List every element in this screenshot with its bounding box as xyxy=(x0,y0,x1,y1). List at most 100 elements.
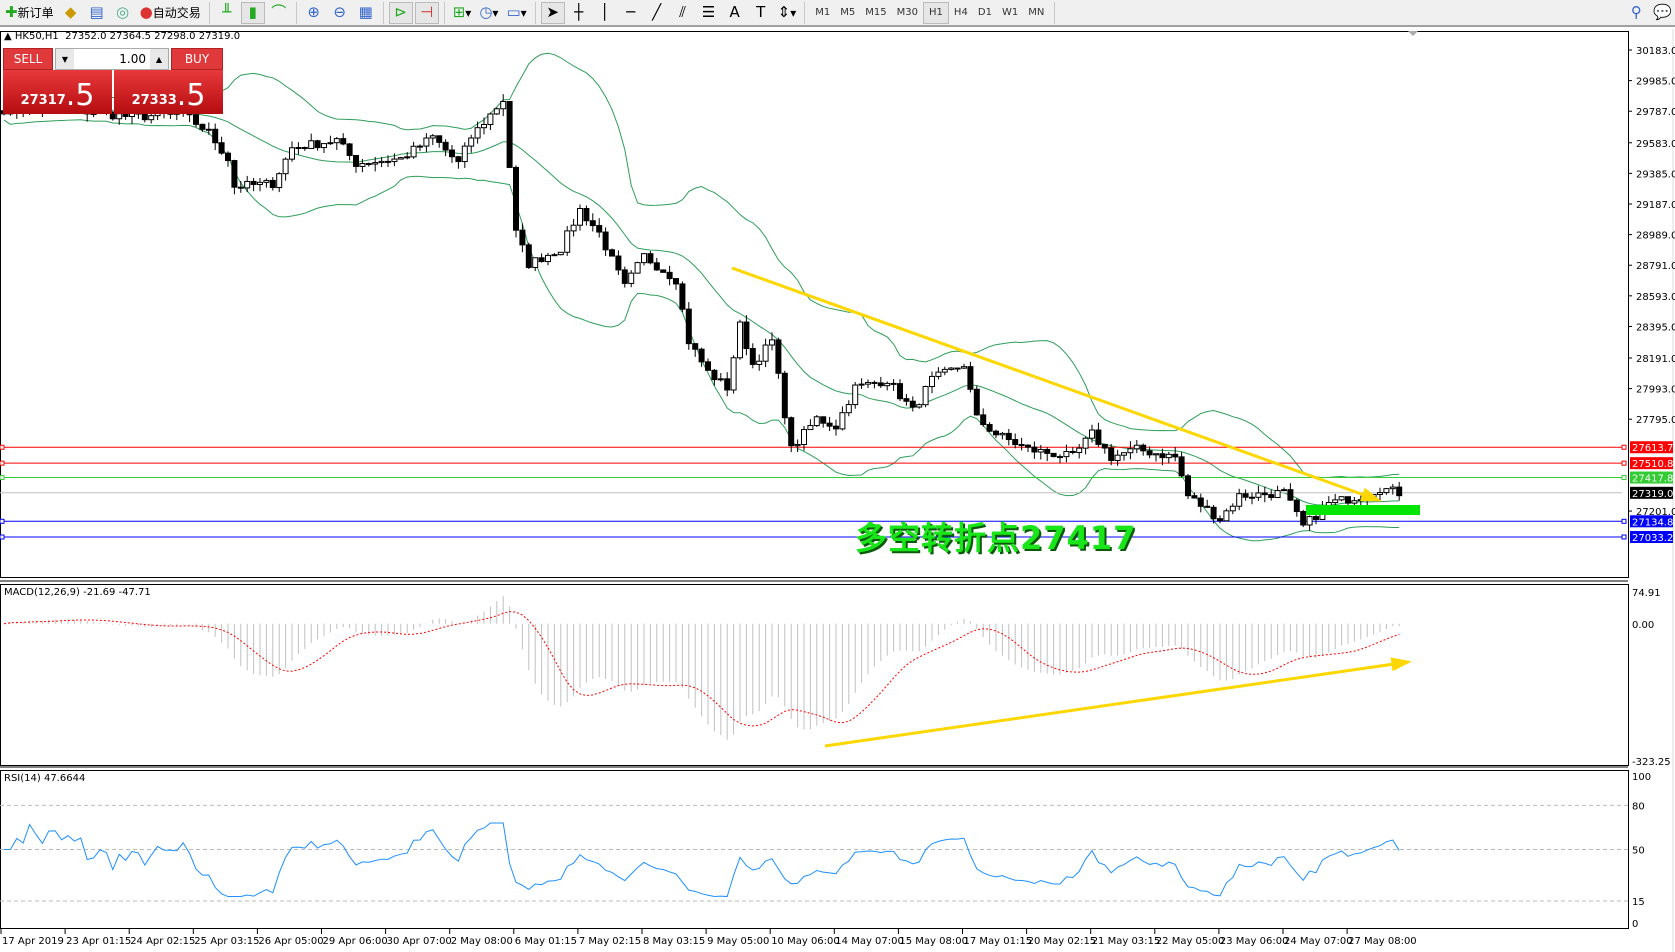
candle-body xyxy=(749,348,756,365)
arrows-button[interactable]: ⇕ ▾ xyxy=(777,3,797,21)
timeframe-m15[interactable]: M15 xyxy=(865,7,887,18)
candle-body xyxy=(858,383,865,386)
line-chart-button[interactable]: ⌒ xyxy=(267,2,291,24)
macd-axis-label: 74.91 xyxy=(1632,588,1661,599)
candle-body xyxy=(1005,432,1012,441)
timeframe-h1[interactable]: H1 xyxy=(922,1,949,24)
candle-body xyxy=(993,430,999,436)
timeframe-m1[interactable]: M1 xyxy=(815,7,831,18)
chat-button[interactable]: 💬 xyxy=(1650,2,1675,24)
chart-area[interactable]: 30183.0 29985.0 29787.0 29583.0 29385.0 29187… xyxy=(0,29,1675,952)
candle-body xyxy=(1050,452,1057,458)
candle-body xyxy=(231,160,238,188)
sell-price-button[interactable]: 27317.5 xyxy=(3,70,112,114)
candle-body xyxy=(1396,486,1403,497)
candle-body xyxy=(346,143,353,156)
candle-body xyxy=(109,111,116,120)
channel-icon: ⫽ xyxy=(679,3,686,21)
price-tick-label: 29187.0 xyxy=(1636,200,1675,211)
time-tick-label: 14 May 07:00 xyxy=(835,936,904,947)
text-label-button[interactable]: T xyxy=(749,2,773,24)
candle-body xyxy=(954,367,961,370)
timeframe-w1[interactable]: W1 xyxy=(1001,7,1019,18)
rsi-axis-label: 15 xyxy=(1632,897,1645,908)
crosshair-button[interactable]: ┼ xyxy=(567,2,591,24)
zoom-in-button[interactable]: ⊕ xyxy=(302,2,326,24)
tile-windows-button[interactable]: ▦ xyxy=(354,2,378,24)
cursor-button[interactable]: ➤ xyxy=(540,1,565,24)
tile-icon: ▦ xyxy=(358,3,373,21)
candle-body xyxy=(314,140,321,149)
chart-shift-button[interactable]: ⊣ xyxy=(414,1,439,24)
lot-increase-button[interactable]: ▲ xyxy=(150,49,168,69)
indicators-button[interactable]: ⊞ ▾ xyxy=(452,3,472,21)
candle-body xyxy=(199,123,206,130)
macd-axis-label: -323.25 xyxy=(1632,757,1671,768)
timeframe-m30[interactable]: M30 xyxy=(896,7,918,18)
auto-trading-button[interactable]: ● 自动交易 xyxy=(137,2,204,24)
lot-value[interactable]: 1.00 xyxy=(119,52,146,66)
candle-body xyxy=(506,101,513,168)
toolbar: ✚ 新订单 ◆ ▤ ◎ ● 自动交易 ╨ ▮ ⌒ ⊕ ⊖ ▦ ⊳ ⊣ ⊞ ▾ ◷ ▾ ▭… xyxy=(0,0,1675,27)
bar-chart-icon: ╨ xyxy=(222,3,232,21)
candle-body xyxy=(461,145,468,163)
candle-body xyxy=(692,343,699,350)
rsi-axis-label: 50 xyxy=(1632,846,1645,857)
timeframe-d1[interactable]: D1 xyxy=(977,7,992,18)
candle-body xyxy=(820,416,827,424)
templates-button[interactable]: ▭ ▾ xyxy=(506,3,527,21)
candle-body xyxy=(909,400,916,408)
text-button[interactable]: A xyxy=(723,2,747,24)
time-tick-label: 23 May 06:00 xyxy=(1220,936,1289,947)
candle-body xyxy=(794,444,801,447)
sell-button[interactable]: SELL xyxy=(3,48,53,70)
timeframe-h4[interactable]: H4 xyxy=(953,7,968,18)
buy-price-button[interactable]: 27333.5 xyxy=(114,70,223,114)
lot-size-field[interactable]: ▼ 1.00 ▲ xyxy=(55,48,169,70)
level-price-label: 27319.0 xyxy=(1632,489,1673,500)
zoom-out-button[interactable]: ⊖ xyxy=(328,2,352,24)
channel-button[interactable]: ⫽ xyxy=(671,2,695,24)
time-tick-label: 26 Apr 05:00 xyxy=(258,936,323,947)
trendline-button[interactable]: ╱ xyxy=(645,2,669,24)
level-price-tag xyxy=(1630,457,1673,470)
periods-button[interactable]: ◷ ▾ xyxy=(479,3,499,21)
candle-body xyxy=(1236,493,1243,507)
candle-body xyxy=(353,154,359,167)
template-icon: ▭ xyxy=(506,3,521,21)
timeframe-m5[interactable]: M5 xyxy=(840,7,856,18)
lot-decrease-button[interactable]: ▼ xyxy=(56,49,74,69)
market-watch-button[interactable]: ◆ xyxy=(59,2,83,24)
candlestick-button[interactable]: ▮ xyxy=(240,1,265,24)
time-tick-label: 29 Apr 06:00 xyxy=(323,936,388,947)
auto-scroll-button[interactable]: ⊳ xyxy=(388,1,413,24)
fibonacci-button[interactable]: ☰ xyxy=(697,2,721,24)
candle-body xyxy=(404,156,411,159)
search-button[interactable]: ⚲ xyxy=(1624,2,1648,24)
candle-body xyxy=(257,181,263,185)
candle-body xyxy=(788,417,795,447)
candle-body xyxy=(442,141,449,151)
candlestick-icon: ▮ xyxy=(248,3,257,21)
buy-button[interactable]: BUY xyxy=(171,48,223,70)
vertical-line-button[interactable]: │ xyxy=(593,2,617,24)
time-tick-label: 17 Apr 2019 xyxy=(2,936,64,947)
candle-body xyxy=(1377,492,1383,495)
timeframe-mn[interactable]: MN xyxy=(1028,7,1045,18)
horizontal-line-button[interactable]: ─ xyxy=(619,2,643,24)
price-tick-label: 29787.0 xyxy=(1636,107,1675,118)
terminal-button[interactable]: ▤ xyxy=(85,2,109,24)
candle-body xyxy=(225,152,231,162)
candle-body xyxy=(193,114,199,125)
signals-button[interactable]: ◎ xyxy=(111,2,135,24)
macd-uptrend-arrow-head xyxy=(1390,657,1412,672)
candle-body xyxy=(385,160,391,163)
candle-body xyxy=(1281,489,1287,492)
bar-chart-button[interactable]: ╨ xyxy=(215,2,239,24)
candle-body xyxy=(205,128,212,131)
new-order-button[interactable]: ✚ 新订单 xyxy=(2,2,57,24)
price-tick-label: 28191.0 xyxy=(1636,354,1675,365)
candle-body xyxy=(481,124,487,129)
separator xyxy=(534,1,536,24)
folder-icon: ◆ xyxy=(64,3,77,21)
